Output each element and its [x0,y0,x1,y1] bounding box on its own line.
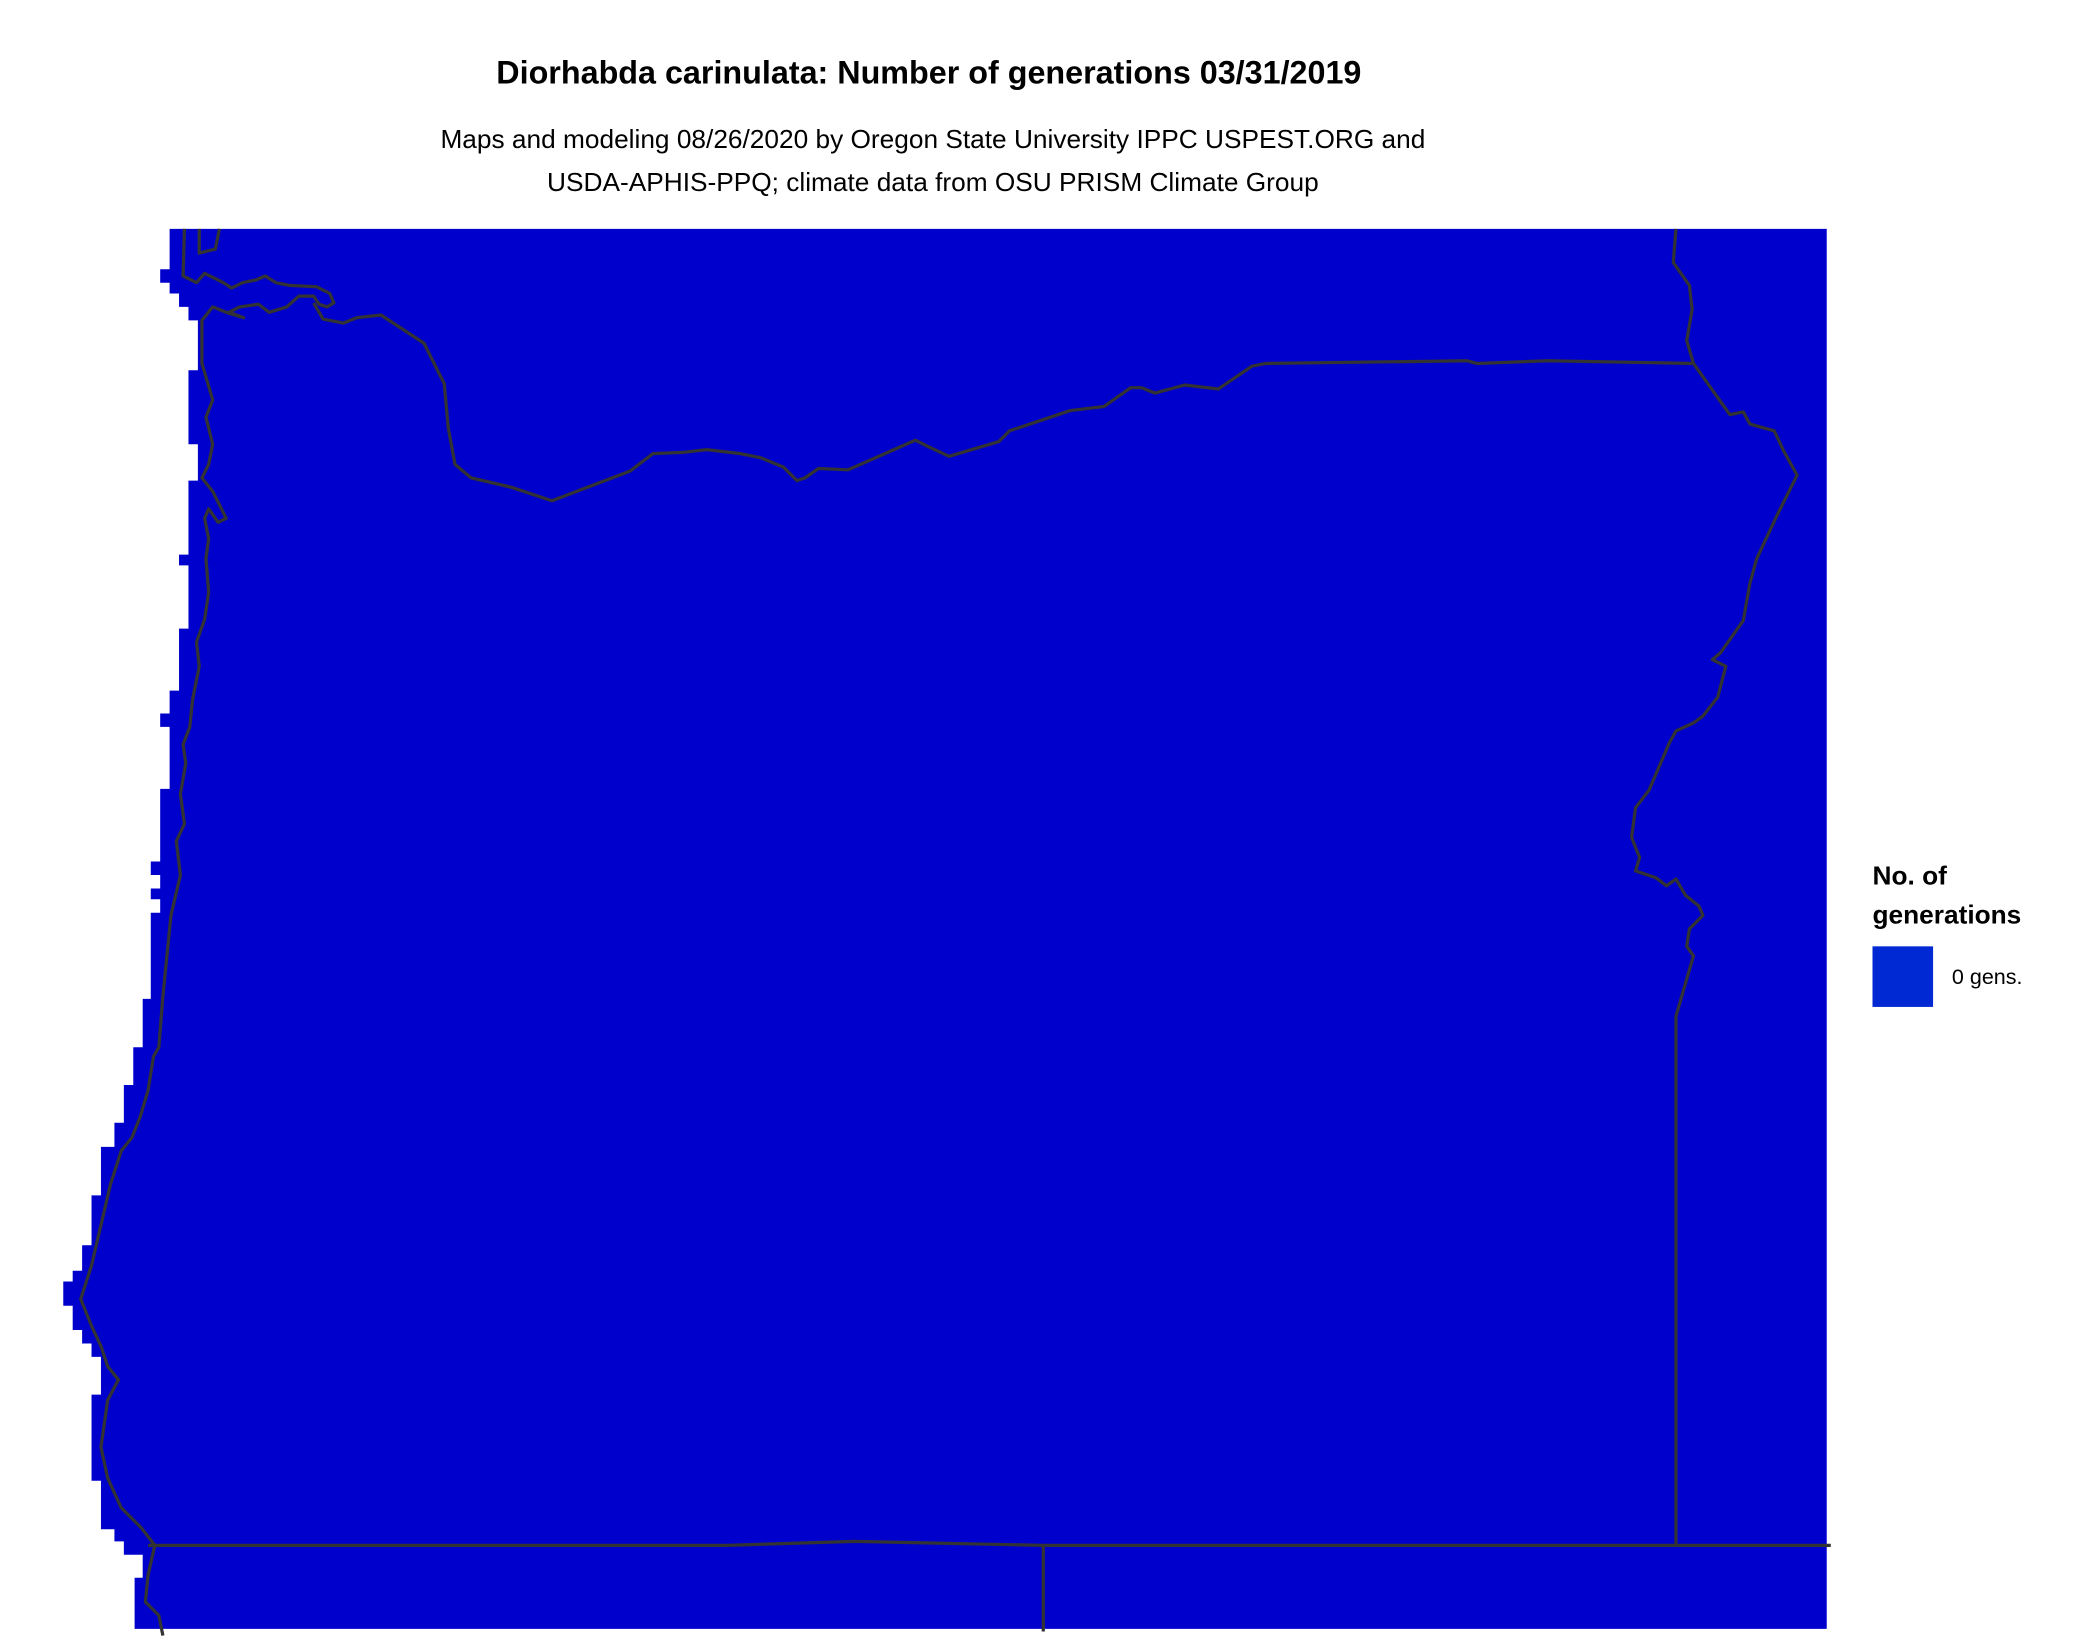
map-title: Diorhabda carinulata: Number of generati… [496,54,1361,90]
legend-title-line1: No. of [1873,860,1948,890]
puget-inlet-border [197,228,222,255]
legend-title-line2: generations [1873,899,2022,929]
generation-raster [63,228,1827,1629]
southern-border [148,1539,1831,1548]
idaho-border [1629,228,1799,1546]
map-subtitle-line1: Maps and modeling 08/26/2020 by Oregon S… [440,124,1425,154]
coastline-border [79,228,336,1636]
columbia-river-border [312,302,1694,503]
legend-swatch-0-gens [1872,946,1934,1007]
legend-label-0-gens: 0 gens. [1952,965,2023,989]
map-subtitle-line2: USDA-APHIS-PPQ; climate data from OSU PR… [547,167,1319,197]
